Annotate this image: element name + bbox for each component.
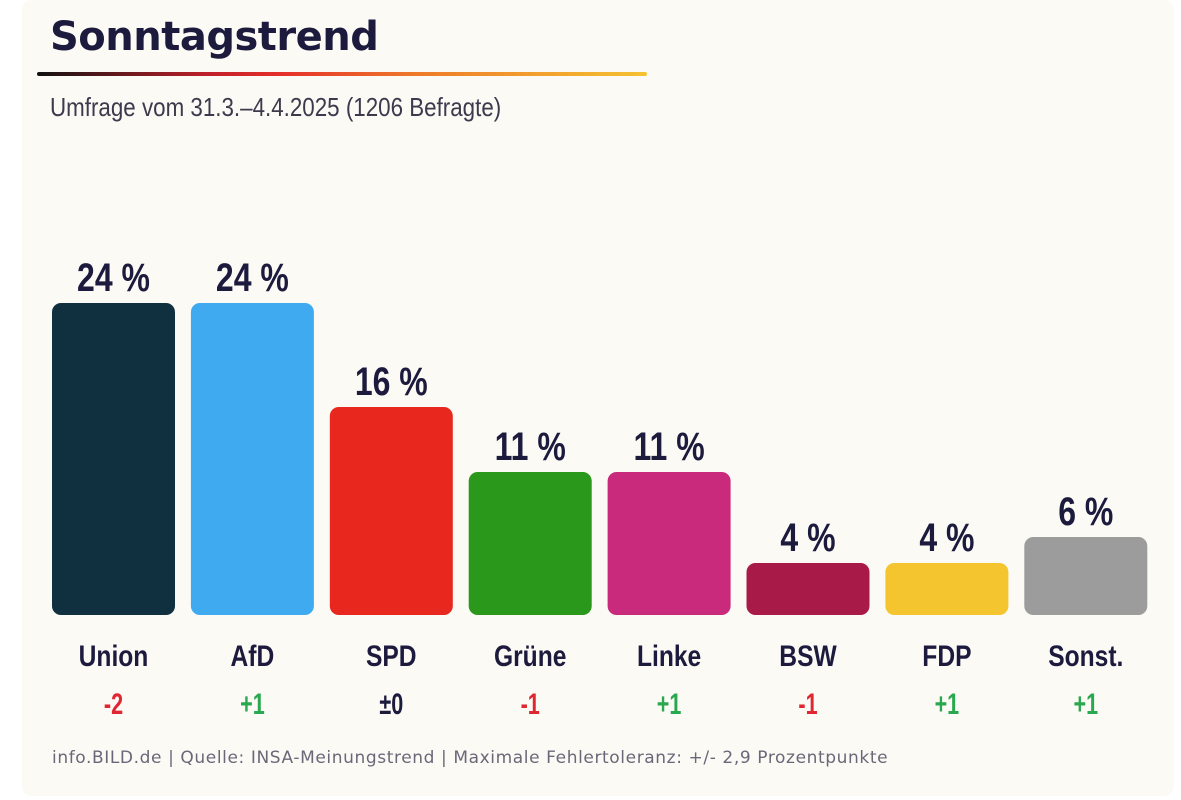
bar-afd (190, 303, 314, 615)
value-label-afd: 24 % (216, 255, 289, 300)
category-label-fdp: FDP (922, 639, 971, 673)
bar-group-bsw: 4 % BSW -1 (746, 515, 870, 721)
bar-group-linke: 11 % Linke +1 (607, 424, 731, 721)
bar-group-afd: 24 % AfD +1 (190, 255, 314, 721)
value-label-fdp: 4 % (919, 515, 974, 560)
bar-group-union: 24 % Union -2 (52, 255, 175, 721)
change-label-fdp: +1 (935, 686, 960, 720)
bar-group-sonst: 6 % Sonst. +1 (1024, 489, 1148, 721)
bar-group-fdp: 4 % FDP +1 (885, 515, 1009, 721)
value-label-sonst: 6 % (1058, 489, 1113, 534)
category-label-spd: SPD (366, 639, 417, 673)
value-label-bsw: 4 % (780, 515, 835, 560)
change-label-union: -2 (104, 686, 123, 720)
change-label-sonst: +1 (1073, 686, 1098, 720)
category-label-afd: AfD (231, 639, 275, 673)
chart-title: Sonntagstrend (50, 14, 379, 60)
bar-group-grne: 11 % Grüne -1 (468, 424, 592, 721)
change-label-bsw: -1 (798, 686, 817, 720)
value-label-spd: 16 % (355, 359, 428, 404)
bar-linke (607, 472, 731, 615)
value-label-linke: 11 % (634, 424, 705, 469)
category-label-grne: Grüne (494, 639, 566, 673)
category-label-bsw: BSW (779, 639, 836, 673)
category-label-linke: Linke (637, 639, 701, 673)
change-label-afd: +1 (240, 686, 265, 720)
change-label-spd: ±0 (379, 686, 403, 720)
change-label-linke: +1 (657, 686, 682, 720)
bar-union (52, 303, 175, 615)
value-label-grne: 11 % (495, 424, 566, 469)
bar-bsw (746, 563, 870, 615)
bar-fdp (885, 563, 1009, 615)
category-label-sonst: Sonst. (1048, 639, 1123, 673)
category-label-union: Union (79, 639, 149, 673)
change-label-grne: -1 (521, 686, 540, 720)
bar-group-spd: 16 % SPD ±0 (329, 359, 453, 721)
bar-spd (329, 407, 453, 615)
bar-grne (468, 472, 592, 615)
bar-sonst (1024, 537, 1148, 615)
source-footer: info.BILD.de | Quelle: INSA-Meinungstren… (52, 748, 889, 768)
value-label-union: 24 % (77, 255, 150, 300)
chart-subtitle: Umfrage vom 31.3.–4.4.2025 (1206 Befragt… (50, 92, 502, 122)
title-gradient-rule (37, 72, 647, 76)
